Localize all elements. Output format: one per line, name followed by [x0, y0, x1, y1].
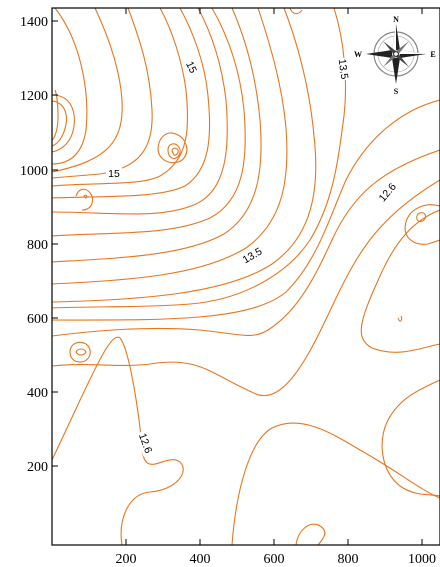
contour-line — [289, 7, 303, 15]
contour-line — [51, 149, 440, 337]
y-tick-label: 1200 — [20, 89, 48, 104]
contour-line — [51, 7, 189, 187]
x-tick-label: 600 — [264, 552, 285, 567]
contour-line — [51, 100, 67, 147]
contour-line — [171, 147, 179, 156]
contour-line — [51, 7, 88, 165]
y-tick-label: 200 — [27, 460, 48, 475]
contour-line — [51, 7, 153, 179]
contour-line — [416, 212, 427, 223]
x-tick-label: 400 — [190, 552, 211, 567]
contour-label: 15 — [183, 60, 199, 76]
contour-line — [295, 523, 326, 546]
x-tick-label: 800 — [338, 552, 359, 567]
contour-line — [51, 7, 262, 263]
x-tick-label: 200 — [116, 552, 137, 567]
contour-line — [51, 7, 228, 215]
contour-line — [51, 89, 59, 141]
compass-west-label: W — [354, 50, 362, 59]
contour-line — [75, 188, 94, 211]
y-tick-label: 1000 — [20, 164, 48, 179]
contour-line — [51, 179, 440, 397]
contour-lines — [51, 7, 440, 546]
compass-rose-icon: N S W E — [354, 15, 436, 96]
contour-line — [231, 422, 440, 546]
contour-line — [69, 341, 91, 363]
contour-label: 13.5 — [336, 58, 351, 80]
contour-line — [51, 7, 211, 199]
contour-line — [381, 379, 440, 497]
contour-line — [157, 132, 188, 164]
map-frame — [51, 7, 440, 546]
contour-label: 15 — [108, 168, 120, 180]
x-axis: 200 400 600 800 1000 — [116, 8, 436, 567]
contour-labels: 15 15 13.5 13.5 12.6 12.6 — [106, 57, 401, 457]
contour-line — [75, 348, 87, 356]
y-tick-label: 600 — [27, 312, 48, 327]
contour-line — [51, 94, 75, 153]
contour-line — [167, 143, 181, 160]
compass-south-label: S — [394, 87, 399, 96]
compass-north-label: N — [393, 15, 399, 24]
contour-line — [51, 7, 317, 303]
contour-line — [404, 204, 440, 245]
y-axis: 200 400 600 800 1000 1200 1400 — [20, 15, 58, 475]
contour-line — [51, 99, 440, 321]
x-tick-label: 1000 — [408, 552, 436, 567]
contour-label: 12.6 — [136, 432, 154, 455]
y-tick-label: 1400 — [20, 15, 48, 30]
contour-line — [51, 7, 347, 309]
contour-line — [360, 209, 440, 353]
contour-line — [397, 315, 403, 322]
y-tick-label: 800 — [27, 238, 48, 253]
contour-line — [51, 7, 246, 237]
contour-line — [83, 194, 88, 199]
compass-east-label: E — [430, 50, 435, 59]
contour-line — [51, 7, 123, 173]
contour-line — [51, 336, 184, 546]
contour-line — [51, 7, 288, 285]
y-tick-label: 400 — [27, 386, 48, 401]
